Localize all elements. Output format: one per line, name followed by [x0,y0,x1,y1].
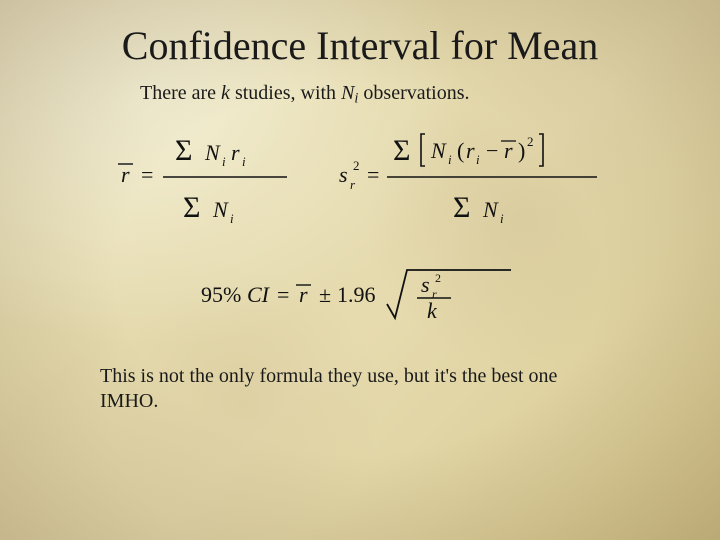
formula-row: r = Σ N i r i Σ N i s r [60,122,660,232]
svg-text:i: i [242,154,246,169]
svg-text:s: s [339,162,348,187]
svg-text:N: N [212,197,229,222]
intro-line: There are k studies, with Ni observation… [60,82,660,108]
svg-text:r: r [231,140,240,165]
svg-text:k: k [427,298,438,323]
intro-prefix: There are [140,82,221,104]
svg-text:(: ( [457,138,464,163]
svg-text:=: = [277,282,289,307]
svg-text:1.96: 1.96 [337,282,376,307]
svg-text:=: = [141,162,153,187]
slide: Confidence Interval for Mean There are k… [0,0,720,540]
svg-text:±: ± [319,282,331,307]
svg-text:−: − [486,138,498,163]
svg-text:N: N [204,140,221,165]
svg-text:=: = [367,162,379,187]
svg-text:r: r [299,282,308,307]
formula-sr2: s r 2 = Σ N i ( r i − r ) 2 [335,122,605,232]
slide-title: Confidence Interval for Mean [60,24,660,68]
svg-text:Σ: Σ [453,191,470,224]
svg-text:95%: 95% [201,282,241,307]
svg-text:r: r [504,138,513,163]
svg-text:r: r [466,138,475,163]
intro-N: N [341,82,354,104]
formula-ci: 95% CI = r ± 1.96 s r 2 k [195,256,525,336]
svg-text:s: s [421,272,430,297]
formula-rbar: r = Σ N i r i Σ N i [115,122,295,232]
svg-text:Σ: Σ [393,134,410,167]
svg-text:i: i [500,211,504,226]
svg-text:N: N [430,138,447,163]
svg-text:2: 2 [527,134,534,149]
intro-k: k [221,82,230,104]
svg-text:r: r [350,177,356,192]
intro-suffix: observations. [358,82,469,104]
svg-text:2: 2 [435,271,441,285]
svg-text:CI: CI [247,282,271,307]
svg-text:Σ: Σ [175,134,192,167]
intro-mid: studies, with [230,82,341,104]
svg-text:i: i [230,211,234,226]
svg-text:r: r [121,162,130,187]
footnote: This is not the only formula they use, b… [60,364,660,414]
svg-text:): ) [518,138,525,163]
svg-text:i: i [222,154,226,169]
svg-text:Σ: Σ [183,191,200,224]
ci-row: 95% CI = r ± 1.96 s r 2 k [60,256,660,336]
svg-text:i: i [476,152,480,167]
svg-text:N: N [482,197,499,222]
svg-text:2: 2 [353,158,360,173]
svg-text:i: i [448,152,452,167]
